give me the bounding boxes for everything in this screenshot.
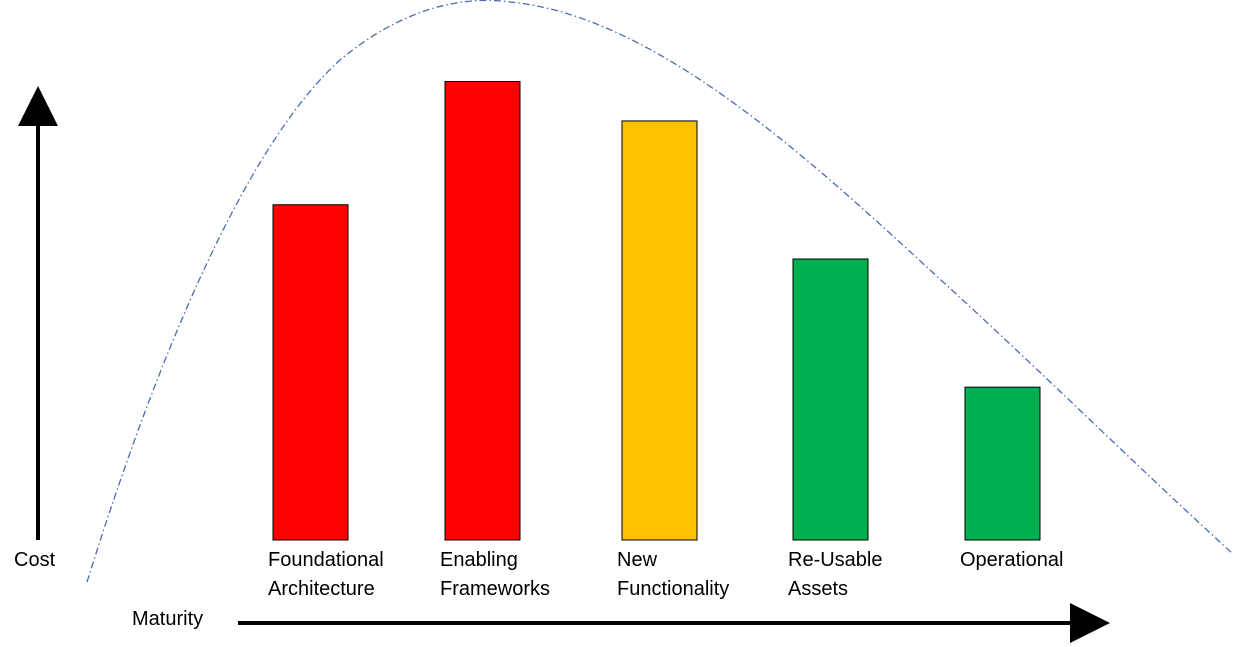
x-axis-label: Maturity xyxy=(132,608,203,630)
category-label: Functionality xyxy=(617,578,729,600)
bars-group xyxy=(272,81,1041,541)
bar xyxy=(792,258,869,541)
bar xyxy=(272,204,349,541)
category-label: New xyxy=(617,549,658,571)
bar xyxy=(444,81,521,541)
category-label: Foundational xyxy=(268,549,384,571)
y-axis-label: Cost xyxy=(14,549,56,571)
category-label: Enabling xyxy=(440,549,518,571)
category-label: Frameworks xyxy=(440,578,550,600)
category-label: Assets xyxy=(788,578,848,600)
trend-curve xyxy=(86,0,1233,583)
category-label: Architecture xyxy=(268,578,375,600)
bar xyxy=(621,120,698,541)
bar xyxy=(964,386,1041,541)
category-label: Re-Usable xyxy=(788,549,882,571)
category-labels: Foundational Architecture Enabling Framewor… xyxy=(268,549,1063,600)
category-label: Operational xyxy=(960,549,1063,571)
